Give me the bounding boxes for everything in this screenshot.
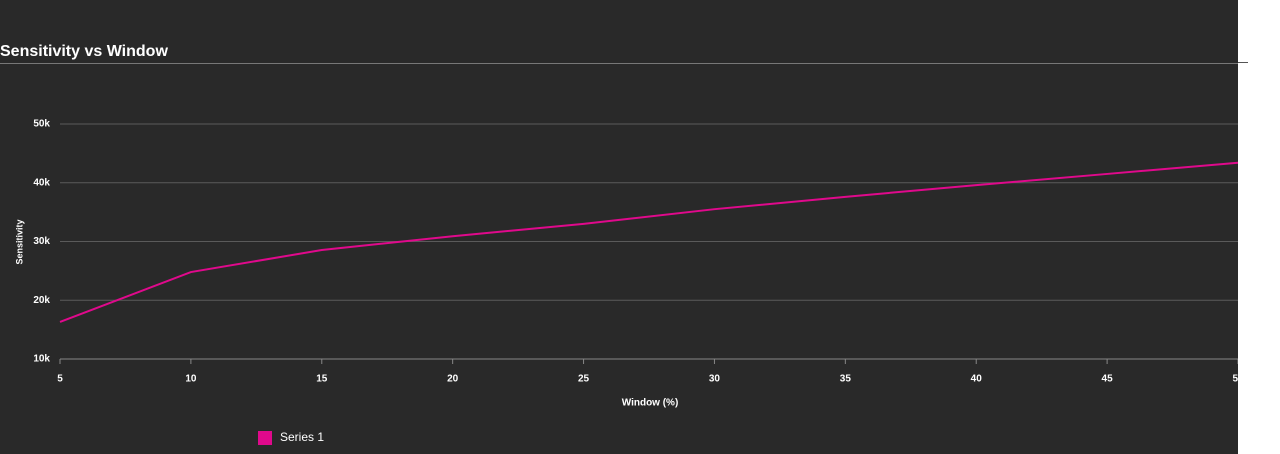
x-tick-label: 45 [1102,374,1114,385]
x-tick-label: 20 [447,374,459,385]
y-axis-label: Sensitivity [14,219,24,264]
chart: Sensitivity vs Window Window (%) Sensiti… [0,43,1238,445]
x-tick-label: 50 [1232,374,1238,385]
x-tick-label: 25 [578,374,590,385]
y-tick-label: 50k [33,119,50,130]
x-axis-label: Window (%) [622,398,679,409]
chart-panel: Sensitivity vs Window Window (%) Sensiti… [0,0,1238,454]
x-tick-label: 30 [709,374,721,385]
x-tick-label: 5 [57,374,63,385]
x-tick-label: 40 [971,374,983,385]
y-tick-label: 40k [33,177,50,188]
y-tick-label: 20k [33,295,50,306]
x-tick-label: 15 [316,374,328,385]
y-tick-label: 30k [33,236,50,247]
legend-label: Series 1 [280,430,324,444]
y-tick-label: 10k [33,354,50,365]
series-line [59,161,1238,323]
legend-swatch [258,431,272,445]
chart-title: Sensitivity vs Window [0,43,168,60]
edge-rule [1238,62,1248,63]
x-tick-label: 35 [840,374,852,385]
x-tick-label: 10 [185,374,197,385]
